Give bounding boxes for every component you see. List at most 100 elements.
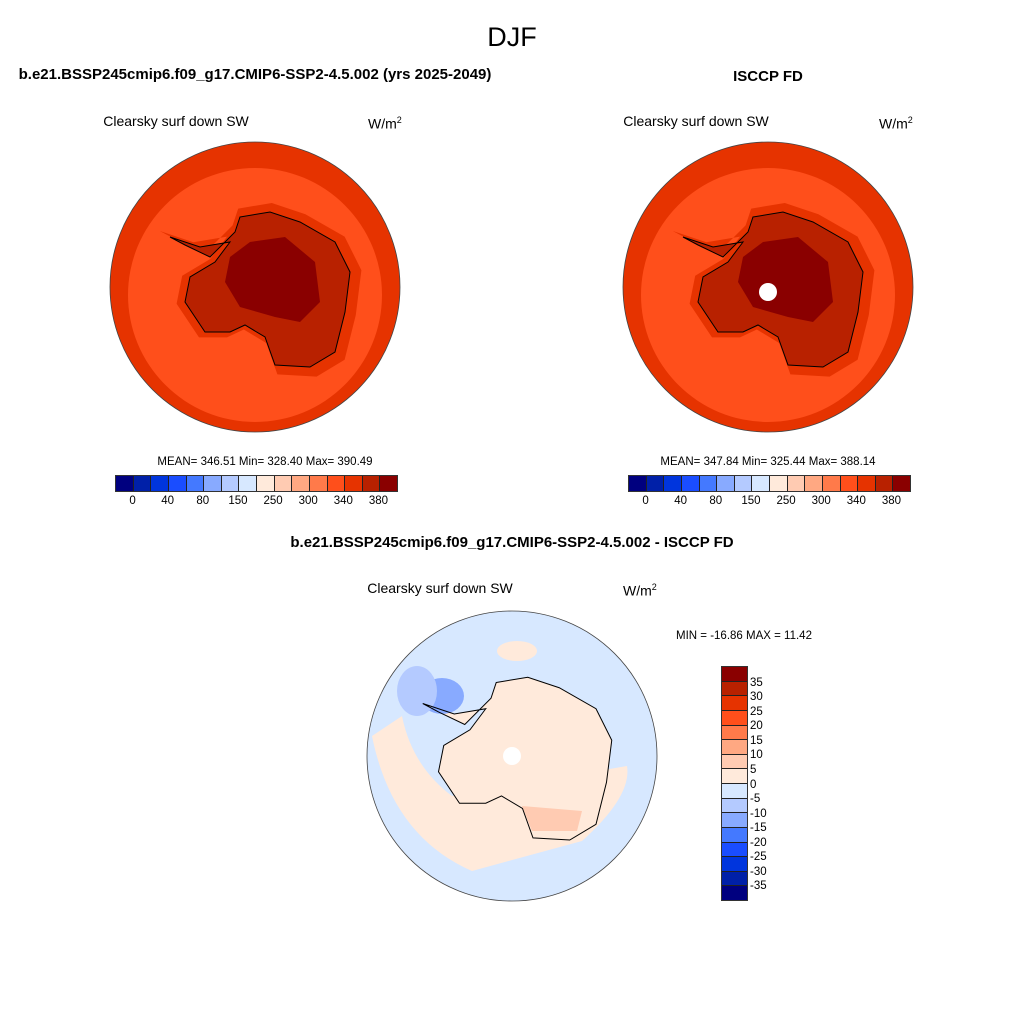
positive-anomaly-patch	[522, 806, 582, 831]
colorbar-tick-label: 380	[881, 495, 902, 507]
model-panel-title: b.e21.BSSP245cmip6.f09_g17.CMIP6-SSP2-4.…	[18, 66, 492, 83]
colorbar-tick-label: 340	[333, 495, 353, 507]
colorbar-box	[722, 754, 747, 770]
colorbar-box	[722, 696, 747, 711]
colorbar-box	[274, 476, 293, 491]
positive-anomaly-patch	[497, 641, 537, 661]
model-stats: MEAN= 346.51 Min= 328.40 Max= 390.49	[157, 456, 373, 468]
colorbar-tick-label: 80	[196, 495, 210, 507]
colorbar-box	[893, 476, 910, 491]
colorbar-tick-label: 10	[750, 749, 763, 762]
diff-units-label: W/m2	[623, 582, 657, 599]
colorbar-box	[116, 476, 134, 491]
colorbar-tick-label: 150	[741, 495, 761, 507]
season-title: DJF	[487, 22, 537, 52]
colorbar-box	[722, 842, 747, 858]
colorbar-box	[752, 476, 770, 491]
negative-anomaly-patch	[397, 666, 437, 716]
colorbar-box	[734, 476, 753, 491]
coastline	[682, 211, 864, 368]
colorbar-tick-label: -30	[750, 865, 767, 878]
colorbar-box	[362, 476, 381, 491]
colorbar-tick-label: 25	[750, 705, 763, 718]
colorbar-box	[722, 798, 747, 814]
colorbar-box	[822, 476, 841, 491]
obs-units-label: W/m2	[879, 115, 913, 132]
colorbar-box	[722, 886, 747, 900]
colorbar-box	[717, 476, 735, 491]
colorbar-box	[722, 740, 747, 755]
colorbar-box	[722, 827, 747, 843]
colorbar-tick-label: -35	[750, 880, 767, 893]
diff-panel-title: b.e21.BSSP245cmip6.f09_g17.CMIP6-SSP2-4.…	[290, 534, 734, 551]
obs-panel-title: ISCCP FD	[733, 68, 803, 85]
colorbar-box	[151, 476, 169, 491]
coastline	[422, 676, 613, 841]
colorbar-box	[722, 857, 747, 872]
coastline	[169, 211, 351, 368]
colorbar-box	[722, 725, 747, 741]
colorbar-box	[257, 476, 275, 491]
model-colorbar	[115, 475, 398, 492]
colorbar-box	[345, 476, 363, 491]
diff-stats: MIN = -16.86 MAX = 11.42	[676, 630, 812, 642]
colorbar-tick-label: -10	[750, 807, 767, 820]
colorbar-box	[186, 476, 205, 491]
map-boundary	[622, 141, 914, 433]
colorbar-tick-label: 35	[750, 676, 763, 689]
colorbar-box	[681, 476, 700, 491]
colorbar-tick-label: 0	[129, 495, 136, 507]
colorbar-box	[840, 476, 859, 491]
colorbar-box	[380, 476, 397, 491]
colorbar-tick-label: -5	[750, 793, 761, 806]
colorbar-tick-label: 5	[750, 763, 757, 776]
colorbar-box	[722, 871, 747, 887]
missing-data-pole	[759, 283, 777, 301]
colorbar-box	[204, 476, 222, 491]
colorbar-tick-label: 40	[674, 495, 688, 507]
model-units-label: W/m2	[368, 115, 402, 132]
colorbar-box	[629, 476, 647, 491]
diff-colorbar	[721, 666, 748, 901]
colorbar-box	[770, 476, 788, 491]
colorbar-box	[239, 476, 257, 491]
colorbar-box	[722, 710, 747, 726]
colorbar-box	[664, 476, 682, 491]
colorbar-tick-label: 150	[228, 495, 248, 507]
colorbar-tick-label: 0	[642, 495, 649, 507]
colorbar-box	[221, 476, 240, 491]
colorbar-box	[309, 476, 328, 491]
colorbar-box	[292, 476, 310, 491]
colorbar-tick-label: 340	[846, 495, 866, 507]
colorbar-tick-label: 30	[750, 691, 763, 704]
colorbar-box	[722, 681, 747, 697]
colorbar-box	[875, 476, 894, 491]
colorbar-tick-label: 250	[776, 495, 796, 507]
colorbar-box	[722, 784, 747, 799]
colorbar-tick-label: 15	[750, 734, 763, 747]
colorbar-box	[168, 476, 187, 491]
colorbar-tick-label: 300	[298, 495, 318, 507]
colorbar-box	[722, 667, 747, 682]
colorbar-box	[722, 813, 747, 828]
colorbar-tick-label: 380	[368, 495, 389, 507]
plateau-field	[225, 237, 320, 322]
obs-variable-label: Clearsky surf down SW	[623, 113, 769, 129]
colorbar-box	[699, 476, 718, 491]
colorbar-box	[858, 476, 876, 491]
colorbar-tick-label: 20	[750, 720, 763, 733]
obs-colorbar	[628, 475, 911, 492]
colorbar-tick-label: 0	[750, 778, 757, 791]
colorbar-box	[133, 476, 152, 491]
colorbar-box	[787, 476, 806, 491]
colorbar-tick-label: -25	[750, 851, 767, 864]
plateau-field	[738, 237, 833, 322]
colorbar-tick-label: 250	[263, 495, 283, 507]
colorbar-tick-label: -15	[750, 822, 767, 835]
missing-data-pole	[503, 747, 521, 765]
diff-variable-label: Clearsky surf down SW	[367, 580, 513, 596]
obs-stats: MEAN= 347.84 Min= 325.44 Max= 388.14	[660, 456, 876, 468]
colorbar-tick-label: 80	[709, 495, 723, 507]
